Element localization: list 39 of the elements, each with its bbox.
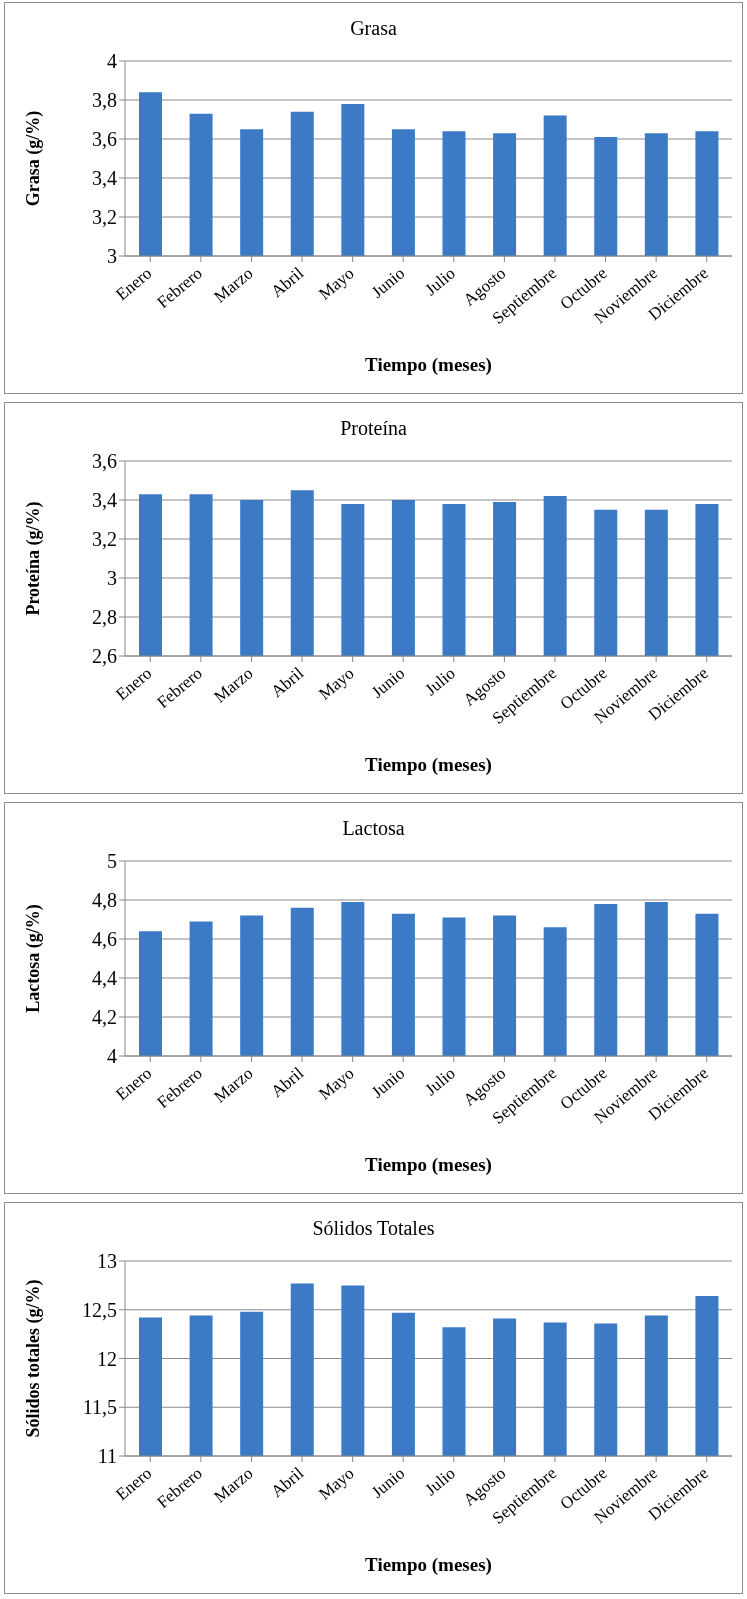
x-tick-label: Julio (421, 263, 459, 300)
x-axis-title: Tiempo (meses) (365, 354, 492, 376)
y-tick-label: 4 (107, 1045, 117, 1068)
y-tick-label: 12,5 (82, 1298, 117, 1321)
y-tick-label: 4,8 (92, 889, 117, 912)
y-tick-label: 12 (97, 1347, 117, 1370)
x-tick-label: Julio (421, 1063, 459, 1100)
y-tick-label: 3,6 (92, 450, 117, 473)
y-tick-label: 4 (107, 50, 117, 73)
x-axis-title: Tiempo (meses) (365, 1154, 492, 1176)
y-axis-title: Lactosa (g/%) (23, 904, 45, 1013)
y-tick-label: 3 (107, 245, 117, 268)
x-tick-label: Julio (421, 1463, 459, 1500)
x-axis-title: Tiempo (meses) (365, 754, 492, 776)
y-tick-label: 4,4 (92, 967, 117, 990)
chart-title: Sólidos Totales (311, 1217, 436, 1241)
y-axis-title: Proteína (g/%) (23, 501, 45, 616)
y-tick-label: 3,6 (92, 128, 117, 151)
x-tick-label: Julio (421, 663, 459, 700)
y-tick-label: 13 (97, 1250, 117, 1273)
y-tick-label: 4,2 (92, 1006, 117, 1029)
y-tick-label: 3,2 (92, 206, 117, 229)
chart-title: Grasa (349, 17, 398, 41)
x-axis-title: Tiempo (meses) (365, 1554, 492, 1576)
chart-title: Proteína (339, 417, 408, 441)
y-tick-label: 3,8 (92, 89, 117, 112)
y-tick-label: 11 (97, 1445, 117, 1468)
y-tick-label: 2,6 (92, 645, 117, 668)
y-tick-label: 5 (107, 850, 117, 873)
y-tick-label: 11,5 (82, 1396, 117, 1419)
y-axis-title: Grasa (g/%) (23, 110, 45, 207)
y-tick-label: 2,8 (92, 606, 117, 629)
y-tick-label: 3,2 (92, 528, 117, 551)
y-tick-label: 3,4 (92, 489, 117, 512)
y-tick-label: 3,4 (92, 167, 117, 190)
chart-title: Lactosa (341, 817, 406, 841)
y-axis-title: Sólidos totales (g/%) (23, 1279, 45, 1438)
y-tick-label: 4,6 (92, 928, 117, 951)
y-tick-label: 3 (107, 567, 117, 590)
